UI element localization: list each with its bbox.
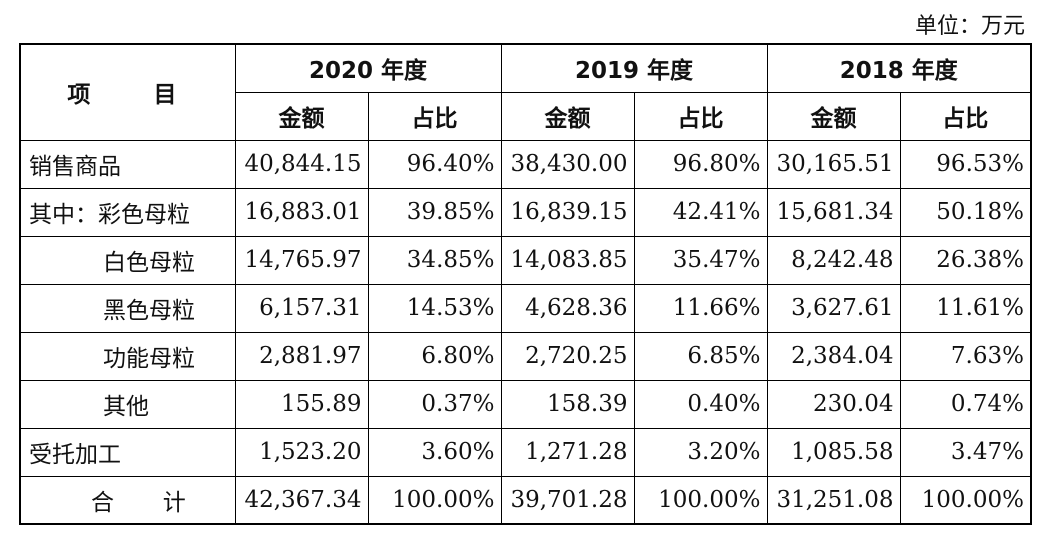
table-row-total: 合 计 42,367.34 100.00% 39,701.28 100.00% … bbox=[19, 475, 1032, 525]
cell-amount: 14,083.85 bbox=[500, 235, 635, 285]
cell-amount: 2,881.97 bbox=[234, 331, 369, 381]
cell-ratio: 6.85% bbox=[633, 331, 768, 381]
cell-ratio: 50.18% bbox=[899, 187, 1032, 237]
header-year-2020: 2020 年度 bbox=[234, 43, 502, 93]
cell-amount: 14,765.97 bbox=[234, 235, 369, 285]
row-label: 功能母粒 bbox=[19, 331, 236, 381]
cell-ratio: 100.00% bbox=[899, 475, 1032, 525]
cell-amount: 2,384.04 bbox=[766, 331, 901, 381]
row-label: 受托加工 bbox=[19, 427, 236, 477]
header-year-2018: 2018 年度 bbox=[766, 43, 1032, 93]
cell-ratio: 3.60% bbox=[367, 427, 502, 477]
table-row: 功能母粒 2,881.97 6.80% 2,720.25 6.85% 2,384… bbox=[19, 331, 1032, 381]
header-amount: 金额 bbox=[500, 91, 635, 141]
cell-amount: 230.04 bbox=[766, 379, 901, 429]
row-label: 销售商品 bbox=[19, 139, 236, 189]
cell-ratio: 96.40% bbox=[367, 139, 502, 189]
cell-amount: 158.39 bbox=[500, 379, 635, 429]
cell-ratio: 26.38% bbox=[899, 235, 1032, 285]
cell-ratio: 35.47% bbox=[633, 235, 768, 285]
header-ratio: 占比 bbox=[633, 91, 768, 141]
row-label: 其中：彩色母粒 bbox=[19, 187, 236, 237]
table-row: 销售商品 40,844.15 96.40% 38,430.00 96.80% 3… bbox=[19, 139, 1032, 189]
cell-amount: 155.89 bbox=[234, 379, 369, 429]
cell-ratio: 7.63% bbox=[899, 331, 1032, 381]
cell-amount: 40,844.15 bbox=[234, 139, 369, 189]
cell-ratio: 0.37% bbox=[367, 379, 502, 429]
cell-ratio: 11.66% bbox=[633, 283, 768, 333]
cell-amount: 1,271.28 bbox=[500, 427, 635, 477]
cell-amount: 31,251.08 bbox=[766, 475, 901, 525]
cell-amount: 1,523.20 bbox=[234, 427, 369, 477]
table-row: 其中：彩色母粒 16,883.01 39.85% 16,839.15 42.41… bbox=[19, 187, 1032, 237]
unit-label: 单位：万元 bbox=[914, 14, 1025, 39]
cell-amount: 38,430.00 bbox=[500, 139, 635, 189]
cell-amount: 42,367.34 bbox=[234, 475, 369, 525]
cell-amount: 8,242.48 bbox=[766, 235, 901, 285]
cell-ratio: 34.85% bbox=[367, 235, 502, 285]
cell-ratio: 6.80% bbox=[367, 331, 502, 381]
cell-amount: 16,839.15 bbox=[500, 187, 635, 237]
table-row: 黑色母粒 6,157.31 14.53% 4,628.36 11.66% 3,6… bbox=[19, 283, 1032, 333]
row-label: 黑色母粒 bbox=[19, 283, 236, 333]
cell-amount: 1,085.58 bbox=[766, 427, 901, 477]
cell-ratio: 100.00% bbox=[633, 475, 768, 525]
cell-amount: 30,165.51 bbox=[766, 139, 901, 189]
header-amount: 金额 bbox=[766, 91, 901, 141]
cell-ratio: 96.80% bbox=[633, 139, 768, 189]
header-row-years: 项 目 2020 年度 2019 年度 2018 年度 bbox=[19, 43, 1032, 141]
header-ratio: 占比 bbox=[899, 91, 1032, 141]
cell-amount: 4,628.36 bbox=[500, 283, 635, 333]
cell-ratio: 0.40% bbox=[633, 379, 768, 429]
header-ratio: 占比 bbox=[367, 91, 502, 141]
cell-ratio: 3.47% bbox=[899, 427, 1032, 477]
row-label: 白色母粒 bbox=[19, 235, 236, 285]
cell-ratio: 3.20% bbox=[633, 427, 768, 477]
header-year-2019: 2019 年度 bbox=[500, 43, 768, 93]
table-row: 白色母粒 14,765.97 34.85% 14,083.85 35.47% 8… bbox=[19, 235, 1032, 285]
cell-ratio: 11.61% bbox=[899, 283, 1032, 333]
header-item: 项 目 bbox=[19, 43, 236, 141]
table-row: 受托加工 1,523.20 3.60% 1,271.28 3.20% 1,085… bbox=[19, 427, 1032, 477]
cell-ratio: 42.41% bbox=[633, 187, 768, 237]
cell-ratio: 100.00% bbox=[367, 475, 502, 525]
cell-amount: 39,701.28 bbox=[500, 475, 635, 525]
cell-ratio: 96.53% bbox=[899, 139, 1032, 189]
table-row: 其他 155.89 0.37% 158.39 0.40% 230.04 0.74… bbox=[19, 379, 1032, 429]
cell-amount: 16,883.01 bbox=[234, 187, 369, 237]
cell-amount: 6,157.31 bbox=[234, 283, 369, 333]
revenue-table: 项 目 2020 年度 2019 年度 2018 年度 金额 占比 金额 占比 … bbox=[19, 43, 1032, 525]
cell-ratio: 39.85% bbox=[367, 187, 502, 237]
cell-amount: 3,627.61 bbox=[766, 283, 901, 333]
cell-amount: 2,720.25 bbox=[500, 331, 635, 381]
row-label-total: 合 计 bbox=[19, 475, 236, 525]
cell-ratio: 0.74% bbox=[899, 379, 1032, 429]
row-label: 其他 bbox=[19, 379, 236, 429]
cell-ratio: 14.53% bbox=[367, 283, 502, 333]
header-amount: 金额 bbox=[234, 91, 369, 141]
cell-amount: 15,681.34 bbox=[766, 187, 901, 237]
